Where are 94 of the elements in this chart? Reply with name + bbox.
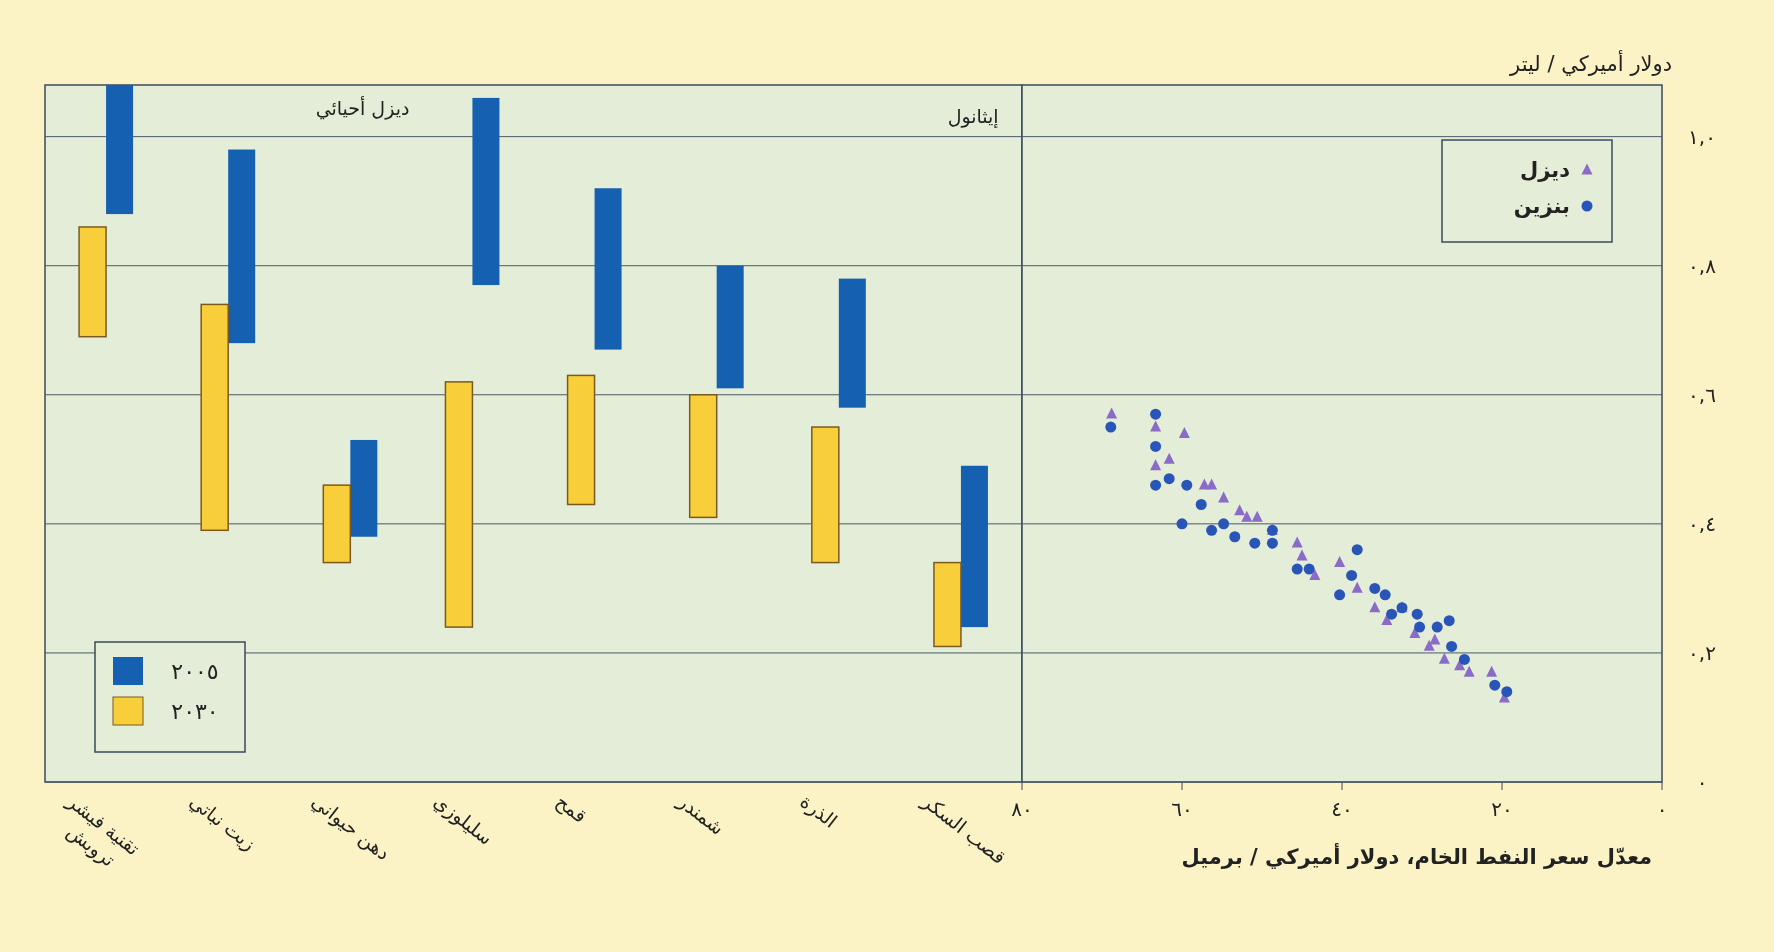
- x-tick-label: تقنية فيشر تروبش: [62, 789, 144, 872]
- point: [1379, 589, 1391, 601]
- legend-label: ديزل: [1520, 158, 1571, 182]
- bar: [960, 465, 988, 628]
- legend-label: ٢٠٠٥: [171, 659, 219, 684]
- bar: [566, 374, 596, 506]
- bar: [933, 561, 962, 648]
- point: [1501, 686, 1513, 698]
- point: [1438, 652, 1450, 664]
- point: [1105, 421, 1117, 433]
- point: [1218, 518, 1230, 530]
- annotation: ديزل أحيائي: [315, 96, 410, 120]
- x-tick-label: دهن حيواني: [307, 789, 395, 865]
- point: [1195, 498, 1207, 510]
- point: [1454, 659, 1466, 671]
- y-axis-title: دولار أميركي / ليتر: [1509, 50, 1672, 76]
- point: [1429, 633, 1441, 645]
- y-tick-label: ٠,٦: [1688, 382, 1716, 407]
- bar: [200, 303, 229, 532]
- point: [1346, 569, 1358, 581]
- point: [1458, 653, 1470, 665]
- point: [1351, 544, 1363, 556]
- point: [1443, 615, 1455, 627]
- bar: [688, 394, 718, 519]
- point: [1106, 407, 1118, 419]
- bar: [811, 426, 840, 564]
- bar: [838, 278, 866, 408]
- x-tick-label: ٢٠: [1491, 797, 1513, 821]
- bar: [106, 85, 134, 215]
- point: [1296, 549, 1308, 561]
- point: [1150, 479, 1162, 491]
- point: [1351, 581, 1363, 593]
- x-tick-label: ٠: [1656, 797, 1668, 821]
- bar: [322, 484, 352, 564]
- bar: [350, 439, 378, 537]
- point: [1206, 478, 1218, 490]
- point: [1291, 536, 1303, 548]
- point: [1423, 639, 1435, 651]
- point: [1369, 601, 1381, 613]
- legend-label: ٢٠٣٠: [171, 699, 219, 724]
- point: [1291, 563, 1303, 575]
- point: [1150, 420, 1162, 432]
- x-tick-label: الذرة: [795, 789, 842, 833]
- point: [1150, 459, 1162, 471]
- bar: [472, 97, 500, 286]
- bar: [228, 149, 256, 344]
- point: [1241, 510, 1253, 522]
- bar: [78, 226, 107, 338]
- x-tick-label: قمح: [551, 789, 592, 828]
- point: [1206, 524, 1218, 536]
- point: [1334, 555, 1346, 567]
- point: [1178, 426, 1190, 438]
- point: [1229, 531, 1241, 543]
- x-tick-label: شمندر: [672, 789, 729, 840]
- point: [1446, 640, 1458, 652]
- point: [1309, 568, 1321, 580]
- bar: [444, 381, 474, 628]
- x-tick-label: زيت نباتي: [185, 789, 261, 856]
- x-tick-label: ٤٠: [1331, 797, 1353, 821]
- y-tick-label: ٠,٤: [1688, 511, 1716, 536]
- point: [1218, 491, 1230, 503]
- point: [1249, 537, 1261, 549]
- annotation: إيثانول: [947, 105, 999, 129]
- point: [1489, 679, 1501, 691]
- point: [1386, 608, 1398, 620]
- point: [1463, 665, 1475, 677]
- x-tick-label: سليلوزي: [429, 789, 498, 850]
- bar: [716, 265, 744, 389]
- point: [1163, 452, 1175, 464]
- x-tick-label: قصب السكر: [917, 789, 1011, 870]
- point: [1150, 408, 1162, 420]
- point: [1431, 621, 1443, 633]
- y-tick-label: ١,٠: [1688, 124, 1716, 149]
- legend-label: بنزين: [1513, 194, 1570, 218]
- point: [1414, 621, 1426, 633]
- x-tick-label: ٦٠: [1171, 797, 1193, 821]
- point: [1150, 440, 1162, 452]
- point: [1334, 589, 1346, 601]
- point: [1369, 582, 1381, 594]
- point: [1181, 479, 1193, 491]
- point: [1163, 473, 1175, 485]
- bar: [594, 188, 622, 350]
- y-tick-label: ٠: [1696, 770, 1708, 794]
- point: [1486, 665, 1498, 677]
- point: [1176, 518, 1188, 530]
- x-axis-title: معدّل سعر النفط الخام، دولار أميركي / برميل: [1181, 842, 1652, 869]
- point: [1266, 537, 1278, 549]
- point: [1411, 608, 1423, 620]
- point: [1234, 504, 1246, 516]
- y-tick-label: ٠,٢: [1688, 640, 1716, 665]
- point: [1251, 510, 1263, 522]
- point: [1303, 563, 1315, 575]
- y-tick-label: ٠,٨: [1688, 253, 1717, 278]
- x-tick-label: ٨٠: [1011, 797, 1033, 821]
